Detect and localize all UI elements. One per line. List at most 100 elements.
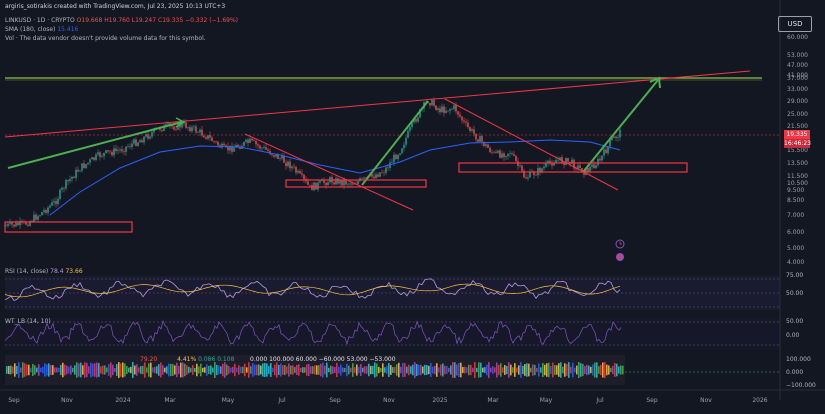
- candle-body: [609, 140, 610, 146]
- time-axis-label: Mar: [487, 397, 499, 404]
- candle-body: [199, 130, 200, 133]
- osc3-bar: [554, 365, 556, 375]
- osc3-bar: [180, 363, 182, 378]
- candle-body: [287, 162, 288, 167]
- candle-body: [293, 167, 294, 168]
- candle-body: [441, 107, 442, 113]
- candle-body: [123, 151, 124, 152]
- sma-legend[interactable]: SMA (180, close) 15.416: [5, 26, 78, 33]
- price-axis-label: 8.500: [787, 197, 804, 204]
- osc3-bar: [458, 363, 460, 377]
- flag-icon[interactable]: [616, 253, 624, 261]
- candle-body: [61, 188, 62, 190]
- osc3-bar: [250, 366, 252, 374]
- osc3-bar: [326, 363, 328, 378]
- osc3-bar: [198, 367, 200, 374]
- time-axis[interactable]: Sep Nov 2024 Mar May Jul Sep Nov 2025 Mar May Jul Se…: [8, 397, 767, 404]
- osc3-bar: [16, 366, 18, 374]
- osc3-bar: [324, 366, 326, 375]
- osc3-bar: [352, 363, 354, 377]
- candle-body: [261, 148, 262, 149]
- candle-body: [77, 170, 78, 172]
- price-axis-label: 53.000: [787, 52, 808, 59]
- candle-body: [63, 188, 64, 189]
- osc3-bar: [188, 367, 190, 373]
- osc3-bar: [598, 366, 600, 374]
- osc3-bar: [440, 365, 442, 376]
- osc3-small-values: 79.20 4.41% 0.086 0.108: [140, 356, 234, 363]
- osc3-bar: [576, 366, 578, 375]
- rsi-legend[interactable]: RSI (14, close) 78.4 73.66: [5, 268, 83, 275]
- osc3-bar: [542, 363, 544, 377]
- osc3-bar: [22, 362, 24, 377]
- osc3-bar: [90, 363, 92, 378]
- osc3-bar: [610, 368, 612, 372]
- osc3-bar: [84, 362, 86, 377]
- osc3-bar: [404, 363, 406, 377]
- time-axis-label: Nov: [383, 397, 395, 404]
- osc3-bar: [544, 365, 546, 376]
- wt-legend[interactable]: WT_LB (14, 10): [5, 318, 51, 325]
- osc3-bar: [70, 365, 72, 374]
- osc3-bar: [212, 368, 214, 373]
- osc3-bar: [550, 366, 552, 374]
- osc3-bar: [480, 363, 482, 378]
- osc3-bar: [282, 365, 284, 374]
- osc3-bar: [388, 363, 390, 377]
- osc3-values: 0.000 100.000 60.000 −60.000 53.000 −53.…: [250, 356, 396, 363]
- time-axis-label: May: [222, 397, 235, 404]
- osc3-bar: [80, 363, 82, 378]
- price-axis-label: 5.000: [787, 245, 804, 252]
- symbol-name[interactable]: LINKUSD · 1D · CRYPTO: [5, 17, 75, 24]
- osc3-bar: [72, 368, 74, 372]
- ohlc-low: L19.247: [132, 17, 156, 24]
- osc3-bar: [584, 366, 586, 374]
- candle-body: [521, 165, 522, 170]
- osc3-bar: [506, 366, 508, 374]
- osc3-bar: [150, 363, 152, 378]
- osc3-bar: [606, 365, 608, 376]
- osc3-bar: [34, 365, 36, 374]
- osc3-bar: [24, 363, 26, 377]
- candle-body: [417, 117, 418, 121]
- candle-body: [453, 105, 454, 109]
- osc3-bar: [138, 368, 140, 373]
- candle-body: [313, 183, 314, 191]
- price-axis-label: 15.500: [787, 147, 808, 154]
- candle-body: [129, 146, 130, 147]
- osc3-bar: [376, 364, 378, 377]
- time-axis-label: Mar: [164, 397, 176, 404]
- osc3-bar: [304, 367, 306, 373]
- candle-body: [131, 144, 132, 147]
- osc3-bar: [586, 365, 588, 375]
- osc3-bar: [110, 362, 112, 377]
- candle-body: [101, 156, 102, 157]
- osc3-bar: [476, 368, 478, 372]
- osc3-bar: [392, 367, 394, 373]
- candle-body: [161, 130, 162, 131]
- osc3-bar: [204, 367, 206, 372]
- time-axis-label: Jul: [595, 397, 604, 404]
- candle-body: [393, 155, 394, 163]
- osc3-bar: [380, 368, 382, 372]
- osc3-bar: [318, 365, 320, 375]
- candle-body: [173, 126, 174, 129]
- osc3-bar: [394, 367, 396, 373]
- osc3-bar: [234, 364, 236, 376]
- time-axis-label: Sep: [8, 397, 20, 404]
- currency-button[interactable]: USD: [778, 16, 812, 32]
- candle-body: [619, 130, 620, 137]
- candle-body: [243, 142, 244, 146]
- osc3-bar: [124, 363, 126, 376]
- candle-body: [201, 130, 202, 136]
- price-axis-label: 21.500: [787, 123, 808, 130]
- time-axis-label: 2026: [752, 397, 767, 404]
- time-axis-label: 2025: [432, 397, 447, 404]
- osc3-bar: [68, 367, 70, 374]
- osc3-bar: [36, 368, 38, 373]
- osc3-bar: [594, 363, 596, 378]
- osc3-bar: [286, 366, 288, 373]
- osc3-bar: [54, 367, 56, 372]
- osc3-bar: [290, 366, 292, 375]
